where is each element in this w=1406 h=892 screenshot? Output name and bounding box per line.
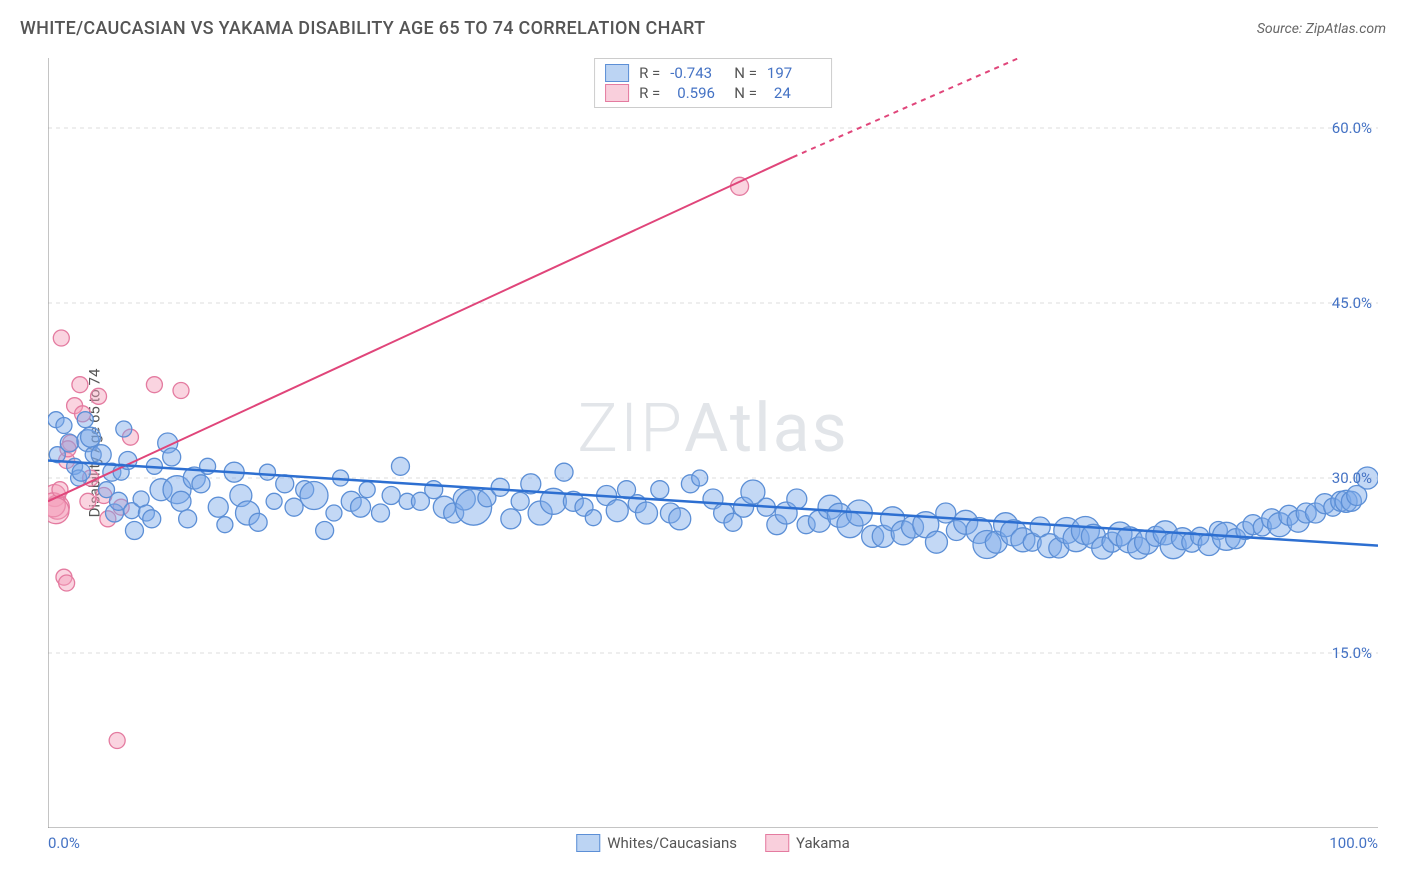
- legend-label-yakama: Yakama: [796, 834, 850, 852]
- n-value-yakama: 24: [767, 84, 821, 102]
- source-attribution: Source: ZipAtlas.com: [1257, 21, 1386, 37]
- n-label: N =: [734, 64, 757, 82]
- y-tick-label: 15.0%: [1332, 644, 1372, 662]
- r-value-yakama: 0.596: [670, 84, 724, 102]
- r-label: R =: [639, 84, 660, 102]
- y-tick-label: 30.0%: [1332, 469, 1372, 487]
- y-tick-label: 45.0%: [1332, 294, 1372, 312]
- stats-row-yakama: R = 0.596 N = 24: [603, 83, 823, 103]
- scatter-plot: [48, 58, 1378, 828]
- r-value-whites: -0.743: [670, 64, 724, 82]
- correlation-stats-box: R = -0.743 N = 197 R = 0.596 N = 24: [594, 58, 832, 108]
- swatch-whites: [605, 64, 629, 82]
- chart-area: Disability Age 65 to 74 ZIPAtlas R = -0.…: [48, 58, 1378, 828]
- stats-row-whites: R = -0.743 N = 197: [603, 63, 823, 83]
- swatch-yakama: [765, 834, 789, 852]
- chart-title: WHITE/CAUCASIAN VS YAKAMA DISABILITY AGE…: [20, 18, 705, 39]
- legend-item-yakama: Yakama: [765, 834, 850, 852]
- legend-item-whites: Whites/Caucasians: [576, 834, 737, 852]
- legend-label-whites: Whites/Caucasians: [607, 834, 737, 852]
- swatch-yakama: [605, 84, 629, 102]
- n-label: N =: [734, 84, 757, 102]
- header: WHITE/CAUCASIAN VS YAKAMA DISABILITY AGE…: [0, 0, 1406, 47]
- y-tick-label: 60.0%: [1332, 119, 1372, 137]
- n-value-whites: 197: [767, 64, 821, 82]
- x-tick-label: 0.0%: [48, 834, 80, 852]
- x-tick-label: 100.0%: [1329, 834, 1378, 852]
- swatch-whites: [576, 834, 600, 852]
- r-label: R =: [639, 64, 660, 82]
- bottom-legend: Whites/Caucasians Yakama: [576, 834, 850, 852]
